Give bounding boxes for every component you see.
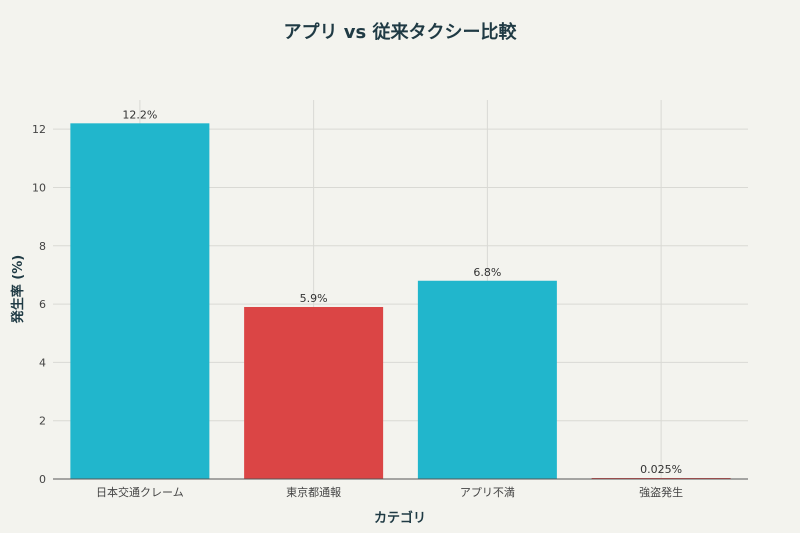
bar [417,280,557,479]
bar [244,306,384,479]
y-tick-label: 8 [39,240,46,253]
x-tick-label: 強盗発生 [639,485,683,499]
data-label: 6.8% [473,266,501,279]
x-axis-title: カテゴリ [374,510,426,526]
y-axis-title: 発生率 (%) [10,255,26,324]
data-label: 5.9% [300,292,328,305]
data-label: 0.025% [640,463,682,476]
data-labels: 12.2% 5.9% 6.8% 0.025% [122,108,682,476]
y-tick-label: 12 [32,123,46,136]
y-tick-label: 0 [39,473,46,486]
chart-title: アプリ vs 従来タクシー比較 [284,21,518,43]
x-axis-ticks: 日本交通クレーム 東京都通報 アプリ不満 強盗発生 [96,485,683,499]
x-tick-label: 東京都通報 [286,485,341,499]
y-axis-ticks: 0 2 4 6 8 10 12 [32,123,46,486]
bar [70,123,210,480]
x-tick-label: 日本交通クレーム [96,485,184,499]
x-tick-label: アプリ不満 [460,486,515,499]
data-label: 12.2% [122,108,157,121]
y-tick-label: 10 [32,181,46,194]
y-tick-label: 6 [39,298,46,311]
y-tick-label: 4 [39,356,46,369]
y-tick-label: 2 [39,415,46,428]
bars [70,123,731,480]
